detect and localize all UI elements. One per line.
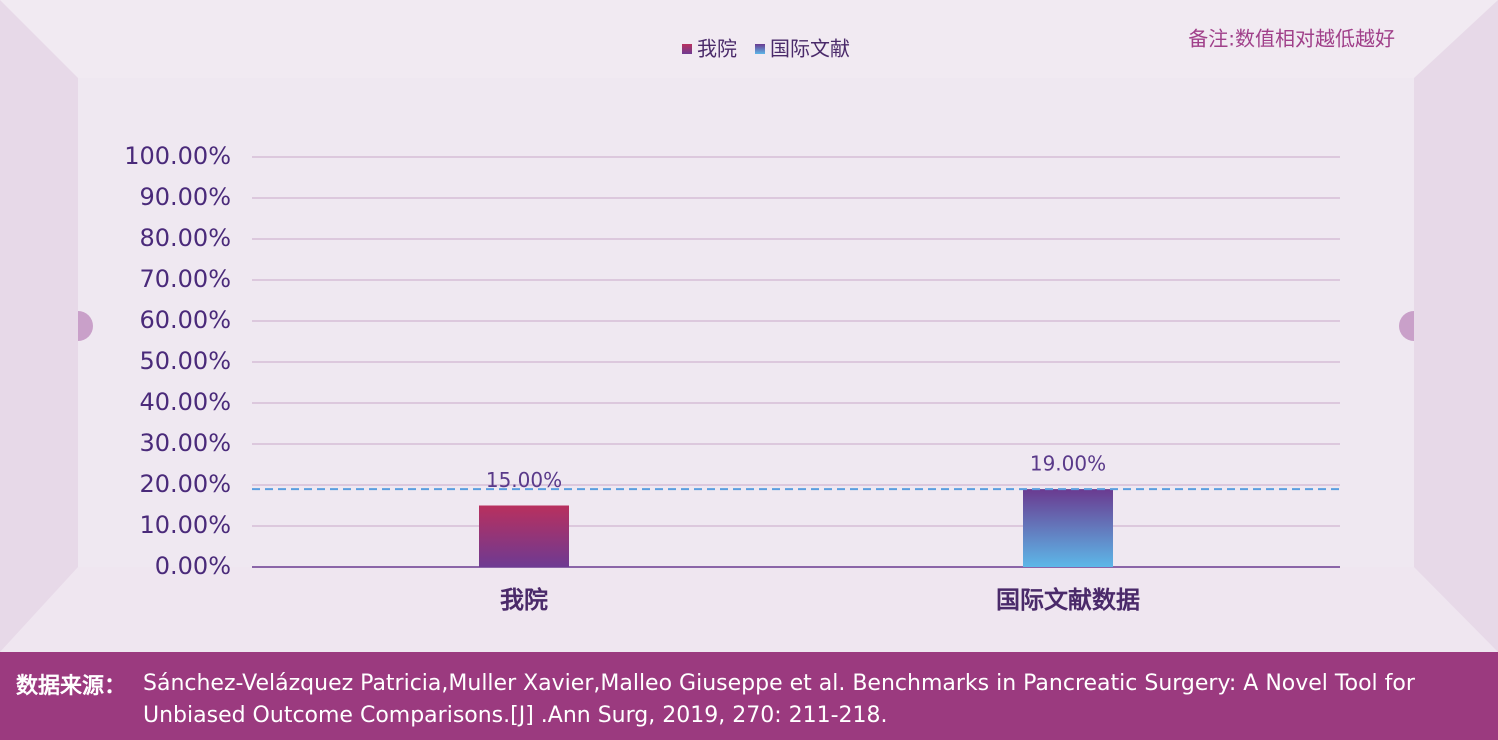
y-tick-label: 100.00% <box>124 142 231 170</box>
y-tick-label: 60.00% <box>139 306 231 334</box>
y-tick-label: 10.00% <box>139 511 231 539</box>
y-tick-label: 0.00% <box>155 552 231 580</box>
y-tick-label: 30.00% <box>139 429 231 457</box>
legend-label: 我院 <box>697 37 737 61</box>
source-label: 数据来源： <box>16 674 127 699</box>
x-tick-label: 我院 <box>500 586 548 614</box>
y-tick-label: 70.00% <box>139 265 231 293</box>
y-tick-label: 40.00% <box>139 388 231 416</box>
legend-label: 国际文献 <box>770 37 850 61</box>
bar <box>479 505 569 567</box>
y-tick-label: 90.00% <box>139 183 231 211</box>
knob <box>1399 311 1414 341</box>
y-tick-label: 50.00% <box>139 347 231 375</box>
y-tick-label: 20.00% <box>139 470 231 498</box>
y-tick-label: 80.00% <box>139 224 231 252</box>
x-tick-label: 国际文献数据 <box>996 586 1140 614</box>
panel <box>78 78 1414 567</box>
footer: 数据来源： Sánchez-Velázquez Patricia,Muller … <box>0 652 1498 740</box>
frame-top <box>0 0 1498 78</box>
note: 备注:数值相对越低越好 <box>1188 27 1395 51</box>
frame-bottom <box>0 567 1498 652</box>
legend-swatch <box>682 44 692 54</box>
value-label: 15.00% <box>486 468 562 492</box>
chart: 备注:数值相对越低越好 0.00% 10.00% 20.00% 30.00% 40.00… <box>0 0 1498 652</box>
knob <box>78 311 93 341</box>
bar <box>1023 489 1113 567</box>
legend-swatch <box>755 44 765 54</box>
value-label: 19.00% <box>1030 452 1106 476</box>
source: Sánchez-Velázquez Patricia,Muller Xavier… <box>143 671 1415 728</box>
